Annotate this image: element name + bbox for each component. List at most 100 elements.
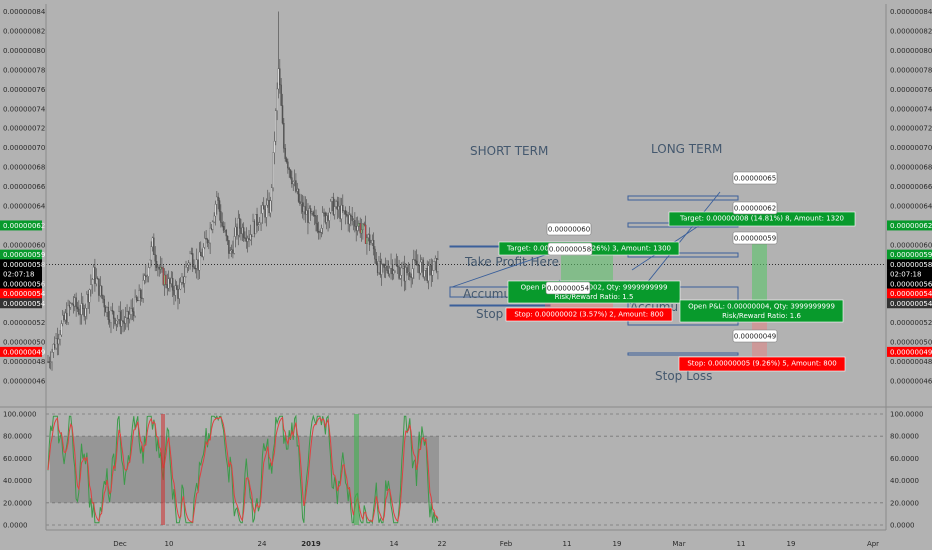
candle bbox=[114, 317, 116, 327]
candle bbox=[370, 239, 372, 246]
long-open-pnl-label[interactable]: Open P&L: 0.00000004, Qty: 3999999999Ris… bbox=[679, 299, 844, 323]
annotation-stop_loss[interactable]: Stop Loss bbox=[655, 369, 712, 383]
candle bbox=[139, 288, 142, 306]
callout-short-058[interactable]: 0.00000058 bbox=[547, 242, 593, 256]
price-tick-right: 0.00000074 bbox=[890, 105, 932, 113]
candle bbox=[374, 246, 376, 264]
candle bbox=[366, 234, 368, 255]
candle bbox=[74, 293, 76, 312]
callout-long-059[interactable]: 0.00000059 bbox=[732, 231, 778, 245]
price-tag-label: 0.00000054 bbox=[3, 300, 46, 308]
candle bbox=[78, 300, 80, 316]
candle bbox=[100, 285, 103, 299]
long-target-label[interactable]: Target: 0.00000008 (14.81%) 8, Amount: 1… bbox=[668, 211, 856, 227]
candle bbox=[427, 261, 430, 290]
tag-054-dark-left: 0.00000054 bbox=[0, 298, 46, 309]
candle bbox=[119, 301, 122, 335]
candle bbox=[372, 232, 375, 256]
price-tick-left: 0.00000050 bbox=[3, 339, 45, 347]
candle bbox=[214, 200, 217, 226]
candle bbox=[64, 308, 67, 325]
short-stop-label[interactable]: Stop: 0.00000002 (3.57%) 2, Amount: 800 bbox=[505, 307, 673, 322]
candle bbox=[194, 264, 197, 274]
callout-short-060[interactable]: 0.00000060 bbox=[546, 222, 592, 236]
candle bbox=[72, 296, 75, 314]
short-trend-line[interactable] bbox=[451, 253, 549, 288]
candle bbox=[288, 166, 290, 178]
candle bbox=[209, 221, 211, 254]
candle bbox=[276, 82, 278, 121]
candle bbox=[437, 250, 439, 280]
candle bbox=[328, 207, 331, 229]
candle bbox=[350, 213, 352, 227]
candle bbox=[393, 268, 395, 280]
price-tick-left: 0.00000070 bbox=[3, 144, 45, 152]
candle bbox=[246, 235, 249, 253]
candle bbox=[256, 207, 258, 233]
price-tag-label: 0.00000056 bbox=[3, 280, 46, 288]
candle bbox=[129, 306, 131, 324]
candle bbox=[245, 227, 248, 249]
candle bbox=[193, 259, 195, 270]
long-stop-line[interactable] bbox=[627, 352, 739, 356]
candle bbox=[187, 260, 190, 272]
candle bbox=[335, 199, 337, 209]
position-label-text: Open P&L: 0.00000004, Qty: 3999999999 bbox=[688, 303, 835, 311]
time-label: 14 bbox=[390, 540, 399, 548]
callout-text: 0.00000060 bbox=[548, 226, 590, 234]
candle bbox=[240, 218, 242, 241]
candle bbox=[104, 305, 107, 313]
candle bbox=[204, 231, 206, 250]
candle bbox=[327, 212, 329, 232]
price-tag-label: 0.00000059 bbox=[3, 251, 45, 259]
candle bbox=[49, 351, 52, 370]
candle bbox=[163, 268, 166, 296]
tag-countdown-left: 02:07:18 bbox=[0, 269, 42, 280]
candle bbox=[238, 213, 241, 238]
candle bbox=[413, 249, 415, 280]
candle bbox=[192, 247, 194, 272]
candle bbox=[121, 309, 123, 335]
candle bbox=[309, 205, 312, 221]
candle bbox=[75, 292, 77, 317]
candle bbox=[218, 197, 221, 221]
candle bbox=[55, 332, 57, 351]
price-tick-left: 0.00000048 bbox=[3, 358, 45, 366]
candle bbox=[118, 305, 120, 325]
callout-long-062[interactable]: 0.00000062 bbox=[732, 201, 778, 215]
short-open-pnl-label[interactable]: Open P&L: 0.00000002, Qty: 9999999999Ris… bbox=[507, 280, 681, 304]
candle bbox=[92, 264, 95, 280]
candle bbox=[419, 254, 422, 276]
candle bbox=[406, 264, 408, 276]
annotation-short_term[interactable]: SHORT TERM bbox=[470, 144, 548, 158]
callout-long-065[interactable]: 0.00000065 bbox=[732, 171, 778, 185]
osc-tick-right: 40.0000 bbox=[890, 477, 919, 485]
candle bbox=[284, 143, 286, 162]
osc-tick-left: 0.0000 bbox=[3, 522, 28, 530]
position-label-text: Stop: 0.00000002 (3.57%) 2, Amount: 800 bbox=[514, 311, 663, 319]
candle bbox=[409, 263, 411, 281]
candle bbox=[125, 306, 127, 330]
callout-long-049[interactable]: 0.00000049 bbox=[732, 329, 778, 343]
annotation-long_term[interactable]: LONG TERM bbox=[651, 142, 722, 156]
position-label-text: Open P&L: 0.00000002, Qty: 9999999999 bbox=[521, 284, 668, 292]
long-zone-1[interactable] bbox=[627, 195, 739, 201]
candle bbox=[402, 261, 404, 269]
candle bbox=[149, 259, 151, 269]
candle bbox=[363, 221, 365, 227]
candle bbox=[111, 302, 114, 315]
long-stop-label[interactable]: Stop: 0.00000005 (9.26%) 5, Amount: 800 bbox=[678, 356, 846, 372]
candle bbox=[76, 301, 79, 313]
position-label-text: Target: 0.00000008 (14.81%) 8, Amount: 1… bbox=[679, 215, 844, 223]
annotation-stop[interactable]: Stop bbox=[476, 307, 503, 321]
osc-highlight-green bbox=[354, 414, 359, 525]
candle bbox=[321, 206, 324, 235]
callout-short-054[interactable]: 0.00000054 bbox=[545, 281, 591, 295]
osc-tick-left: 80.0000 bbox=[3, 433, 32, 441]
candle bbox=[174, 279, 177, 302]
short-stop-line[interactable] bbox=[449, 304, 551, 307]
candle bbox=[183, 265, 186, 293]
price-tick-left: 0.00000060 bbox=[3, 241, 45, 249]
